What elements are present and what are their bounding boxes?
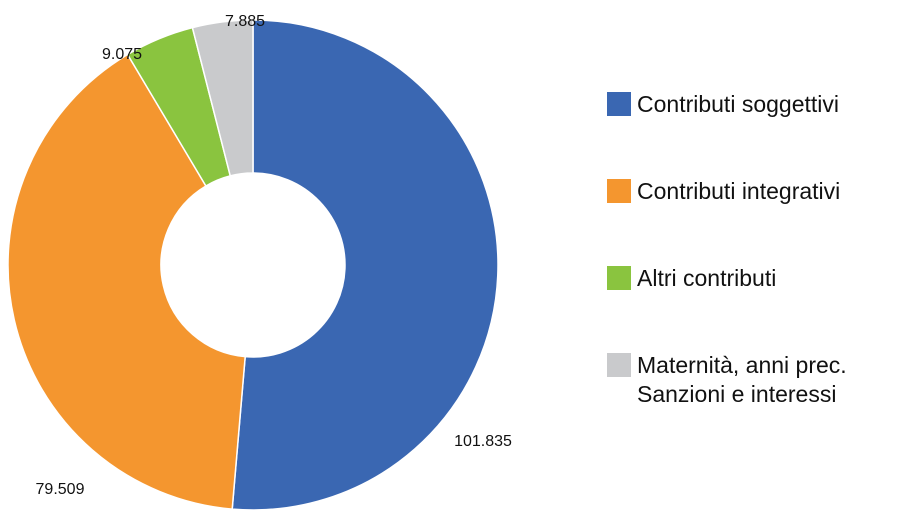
legend-swatch [607,179,631,203]
legend-item: Altri contributi [607,264,776,293]
legend-swatch [607,353,631,377]
data-label: 9.075 [102,46,142,63]
legend-label: Maternità, anni prec. Sanzioni e interes… [637,352,847,407]
legend-item: Maternità, anni prec. Sanzioni e interes… [607,351,847,409]
legend-label: Altri contributi [637,265,777,291]
donut-slice [7,53,246,510]
legend-swatch [607,266,631,290]
legend-label: Contributi integrativi [637,178,841,204]
data-label: 101.835 [454,433,512,450]
data-label: 7.885 [225,13,265,30]
donut-slice [191,19,254,177]
legend-item: Contributi soggettivi [607,90,839,119]
data-label: 79.509 [36,481,85,498]
legend-swatch [607,92,631,116]
legend-label: Contributi soggettivi [637,91,839,117]
donut-slice [231,19,499,511]
legend-item: Contributi integrativi [607,177,840,206]
